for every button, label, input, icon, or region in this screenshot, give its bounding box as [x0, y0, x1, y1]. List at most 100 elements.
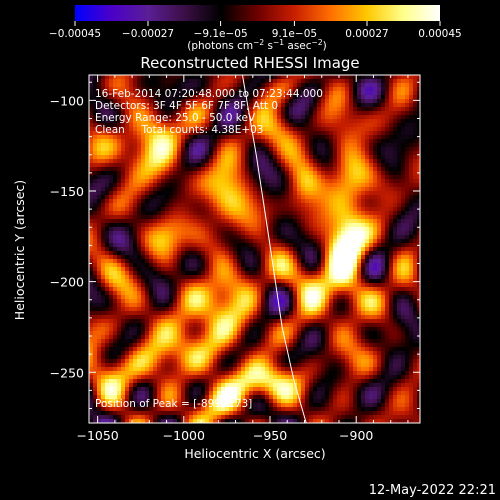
heatmap-cell: [273, 255, 277, 259]
heatmap-cell: [221, 167, 225, 171]
heatmap-cell: [109, 235, 113, 239]
heatmap-cell: [161, 263, 165, 267]
heatmap-cell: [221, 291, 225, 295]
heatmap-cell: [373, 203, 377, 207]
heatmap-cell: [93, 95, 97, 99]
heatmap-cell: [153, 247, 157, 251]
heatmap-cell: [377, 267, 381, 271]
heatmap-cell: [165, 263, 169, 267]
heatmap-cell: [161, 287, 165, 291]
heatmap-cell: [405, 175, 409, 179]
heatmap-cell: [237, 291, 241, 295]
heatmap-cell: [293, 139, 297, 143]
heatmap-cell: [185, 123, 189, 127]
heatmap-cell: [105, 311, 109, 315]
heatmap-cell: [245, 95, 249, 99]
heatmap-cell: [221, 115, 225, 119]
heatmap-cell: [137, 239, 141, 243]
heatmap-cell: [417, 83, 420, 87]
heatmap-cell: [289, 235, 293, 239]
heatmap-cell: [177, 123, 181, 127]
heatmap-cell: [157, 199, 161, 203]
heatmap-cell: [113, 83, 117, 87]
heatmap-cell: [161, 187, 165, 191]
heatmap-cell: [257, 267, 261, 271]
heatmap-cell: [261, 267, 265, 271]
heatmap-cell: [249, 219, 253, 223]
heatmap-cell: [365, 211, 369, 215]
heatmap-cell: [185, 171, 189, 175]
heatmap-cell: [193, 99, 197, 103]
heatmap-cell: [225, 115, 229, 119]
heatmap-cell: [305, 287, 309, 291]
heatmap-cell: [309, 291, 313, 295]
heatmap-cell: [217, 127, 221, 131]
heatmap-cell: [385, 187, 389, 191]
heatmap-cell: [329, 263, 333, 267]
heatmap-cell: [145, 103, 149, 107]
heatmap-cell: [233, 119, 237, 123]
heatmap-cell: [209, 243, 213, 247]
heatmap-cell: [305, 99, 309, 103]
heatmap-cell: [257, 271, 261, 275]
heatmap-cell: [129, 207, 133, 211]
heatmap-cell: [101, 83, 105, 87]
heatmap-cell: [281, 159, 285, 163]
heatmap-cell: [105, 119, 109, 123]
heatmap-cell: [281, 311, 285, 315]
heatmap-cell: [245, 175, 249, 179]
heatmap-cell: [185, 299, 189, 303]
heatmap-cell: [241, 139, 245, 143]
heatmap-cell: [393, 195, 397, 199]
heatmap-cell: [201, 75, 205, 79]
heatmap-cell: [389, 143, 393, 147]
heatmap-cell: [169, 243, 173, 247]
heatmap-cell: [301, 159, 305, 163]
heatmap-cell: [169, 303, 173, 307]
heatmap-cell: [173, 151, 177, 155]
heatmap-cell: [353, 243, 357, 247]
heatmap-cell: [249, 307, 253, 311]
heatmap-cell: [93, 275, 97, 279]
heatmap-cell: [401, 307, 405, 311]
heatmap-cell: [149, 187, 153, 191]
heatmap-cell: [381, 231, 385, 235]
heatmap-cell: [365, 255, 369, 259]
heatmap-cell: [365, 83, 369, 87]
heatmap-cell: [277, 275, 281, 279]
heatmap-cell: [189, 275, 193, 279]
heatmap-cell: [161, 199, 165, 203]
heatmap-cell: [337, 207, 341, 211]
heatmap-cell: [177, 159, 181, 163]
heatmap-cell: [185, 199, 189, 203]
heatmap-cell: [373, 291, 377, 295]
heatmap-cell: [241, 115, 245, 119]
heatmap-cell: [417, 127, 420, 131]
heatmap-cell: [113, 295, 117, 299]
heatmap-cell: [201, 175, 205, 179]
heatmap-cells: [89, 75, 420, 423]
heatmap-cell: [317, 123, 321, 127]
heatmap-cell: [217, 263, 221, 267]
heatmap-cell: [201, 79, 205, 83]
heatmap-cell: [285, 159, 289, 163]
heatmap-cell: [205, 123, 209, 127]
heatmap-cell: [217, 179, 221, 183]
heatmap-cell: [389, 91, 393, 95]
heatmap-cell: [321, 83, 325, 87]
heatmap-cell: [285, 239, 289, 243]
heatmap-cell: [289, 151, 293, 155]
heatmap-cell: [121, 287, 125, 291]
heatmap-cell: [129, 111, 133, 115]
heatmap-cell: [265, 187, 269, 191]
heatmap-cell: [133, 95, 137, 99]
heatmap-cell: [409, 235, 413, 239]
heatmap-cell: [229, 303, 233, 307]
heatmap-cell: [385, 231, 389, 235]
heatmap-cell: [389, 131, 393, 135]
heatmap-cell: [149, 87, 153, 91]
heatmap-cell: [225, 123, 229, 127]
heatmap-cell: [345, 199, 349, 203]
heatmap-cell: [381, 111, 385, 115]
heatmap-cell: [401, 239, 405, 243]
